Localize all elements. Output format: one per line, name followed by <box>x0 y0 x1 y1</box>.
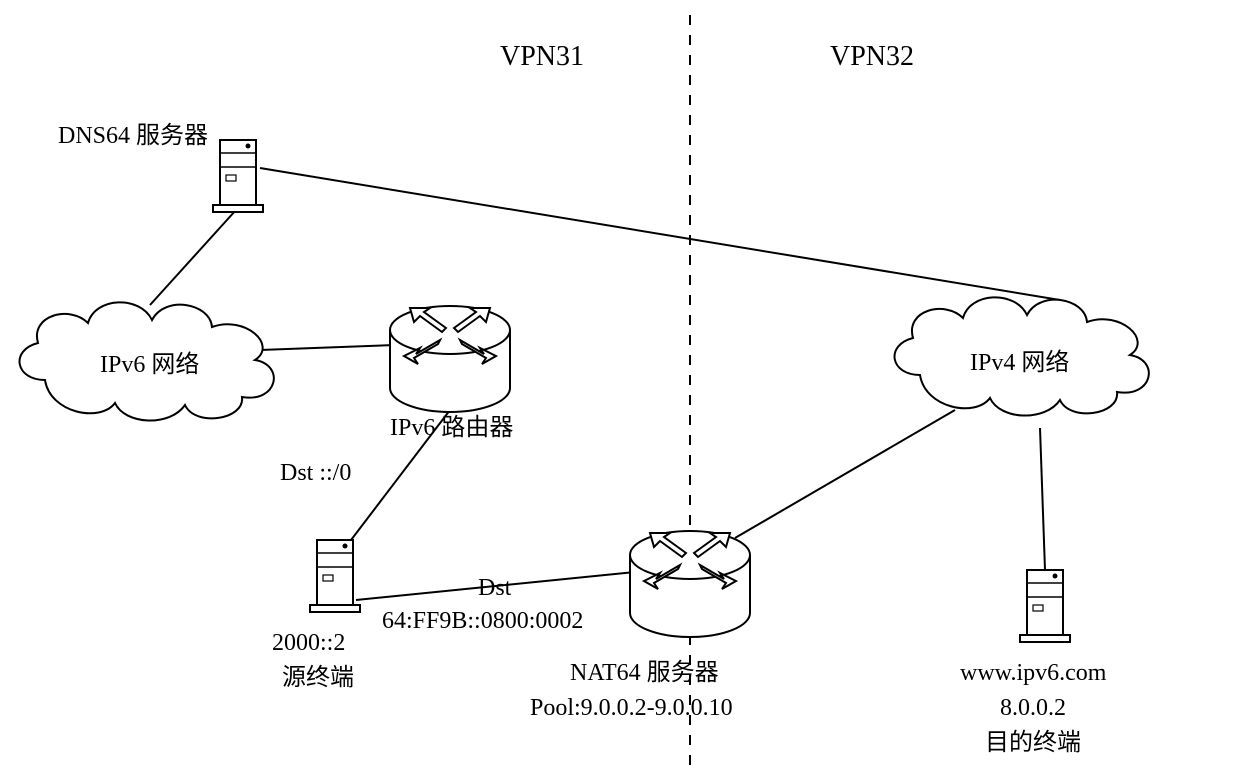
destination-terminal-server <box>1020 570 1070 642</box>
label-ipv4-net: IPv4 网络 <box>970 349 1069 376</box>
edge-dns64-ipv4cloud <box>260 168 1060 300</box>
label-dest-url: www.ipv6.com <box>960 660 1107 686</box>
edge-ipv6cloud-router <box>260 345 395 350</box>
label-dst-v6addr: 64:FF9B::0800:0002 <box>382 608 583 634</box>
label-dest-term: 目的终端 <box>985 729 1081 756</box>
label-ipv6-router: IPv6 路由器 <box>390 414 513 441</box>
label-ipv6-net: IPv6 网络 <box>100 351 199 378</box>
source-terminal-server <box>310 540 360 612</box>
label-src-term: 源终端 <box>282 664 354 691</box>
label-dns64: DNS64 服务器 <box>58 122 208 149</box>
edge-nat64-ipv4cloud <box>735 410 955 538</box>
edge-dns64-ipv6cloud <box>150 210 236 305</box>
edge-ipv4cloud-dest <box>1040 428 1045 570</box>
label-src-addr: 2000::2 <box>272 630 345 656</box>
label-dst-v6: Dst ::/0 <box>280 460 351 486</box>
label-vpn32: VPN32 <box>830 41 914 72</box>
ipv6-router <box>390 306 510 412</box>
nat64-router <box>630 531 750 637</box>
label-nat64: NAT64 服务器 <box>570 659 719 686</box>
network-diagram: VPN31 VPN32 DNS64 服务器 IPv6 网络 IPv6 路由器 D… <box>0 0 1240 783</box>
label-vpn31: VPN31 <box>500 41 584 72</box>
label-dest-ip: 8.0.0.2 <box>1000 695 1066 721</box>
label-dst: Dst <box>478 575 512 601</box>
dns64-server <box>213 140 263 212</box>
label-nat-pool: Pool:9.0.0.2-9.0.0.10 <box>530 695 733 721</box>
